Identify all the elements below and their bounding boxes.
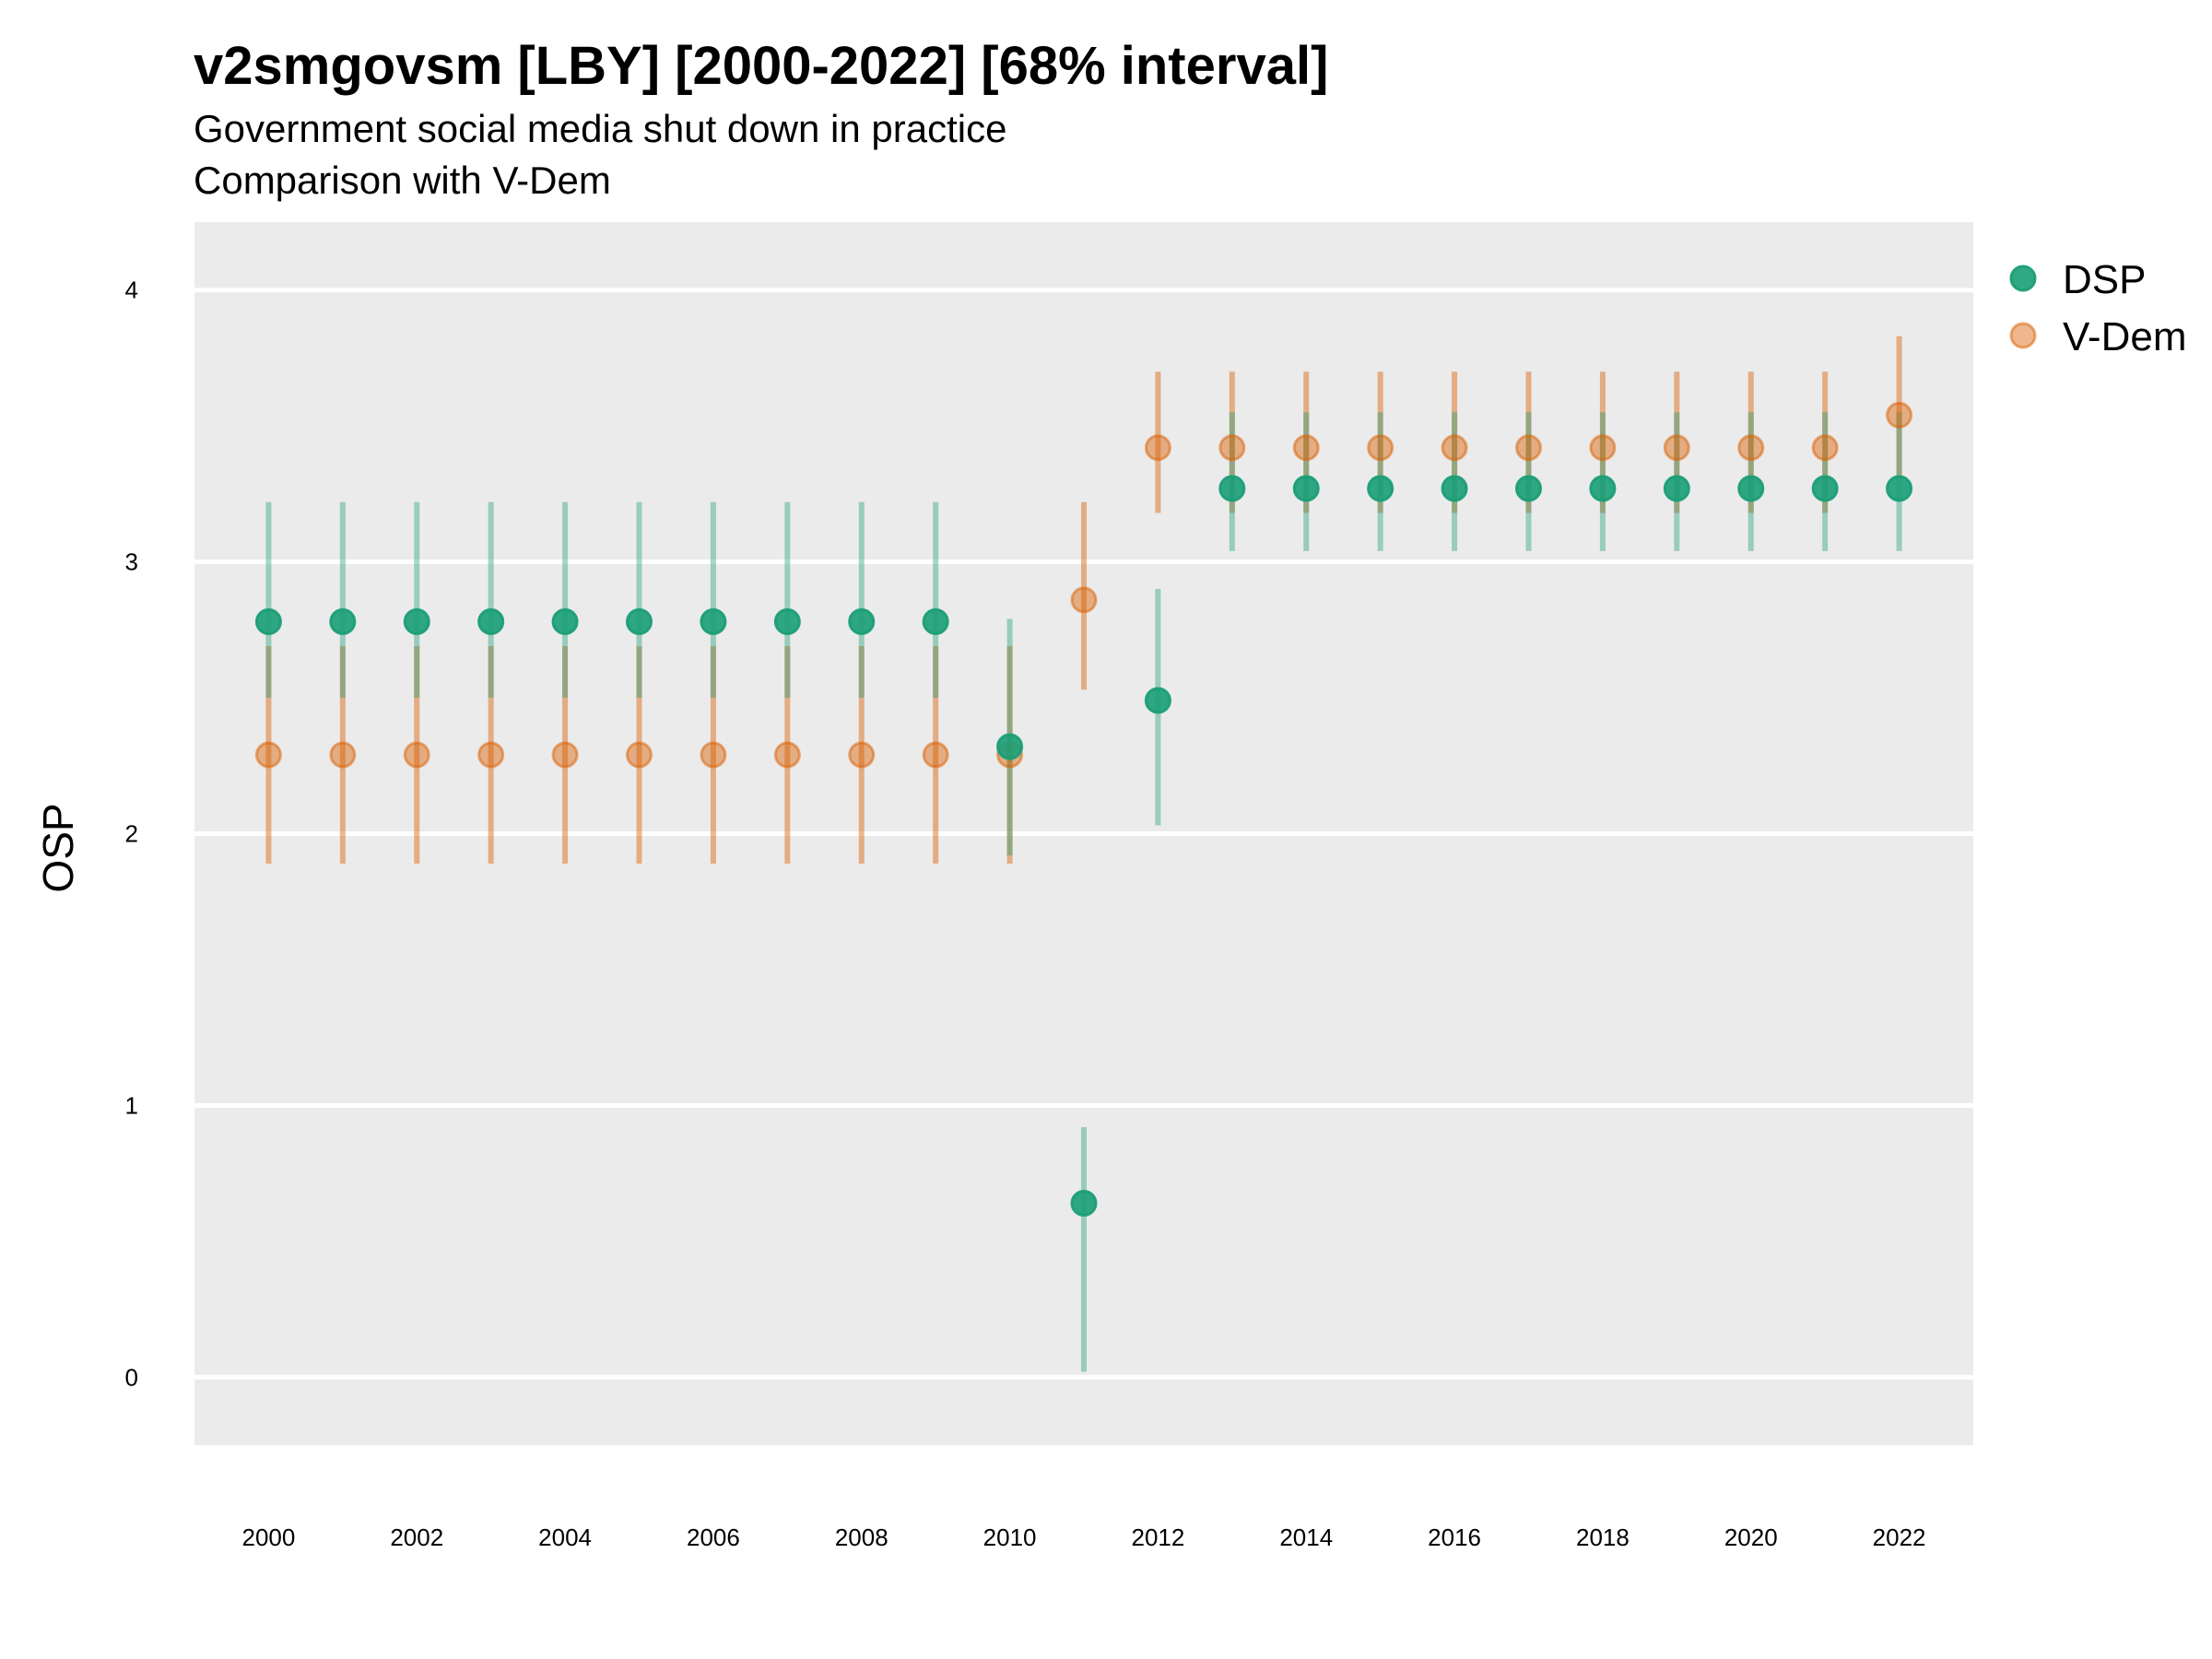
point-dsp	[403, 607, 430, 635]
point-dsp	[1589, 475, 1617, 502]
point-v-dem	[700, 741, 727, 769]
x-tick-label: 2006	[687, 1524, 740, 1551]
point-v-dem	[1515, 434, 1542, 462]
point-dsp	[1070, 1190, 1098, 1218]
x-tick-label: 2004	[538, 1524, 592, 1551]
point-v-dem	[254, 741, 282, 769]
point-v-dem	[1218, 434, 1246, 462]
point-v-dem	[477, 741, 505, 769]
x-tick-label: 2014	[1279, 1524, 1333, 1551]
chart-title: v2smgovsm [LBY] [2000-2022] [68% interva…	[194, 36, 1329, 96]
point-dsp	[254, 607, 282, 635]
point-dsp	[1218, 475, 1246, 502]
x-tick-label: 2008	[835, 1524, 888, 1551]
legend-label-v-dem: V-Dem	[2063, 314, 2186, 359]
point-dsp	[1663, 475, 1690, 502]
point-v-dem	[922, 741, 949, 769]
point-dsp	[477, 607, 505, 635]
point-dsp	[922, 607, 949, 635]
point-v-dem	[773, 741, 801, 769]
y-tick-label: 0	[125, 1363, 138, 1391]
point-v-dem	[1737, 434, 1765, 462]
point-v-dem	[1367, 434, 1394, 462]
point-dsp	[773, 607, 801, 635]
x-tick-label: 2012	[1131, 1524, 1184, 1551]
point-v-dem	[1292, 434, 1320, 462]
y-tick-label: 3	[125, 548, 138, 576]
point-dsp	[1515, 475, 1542, 502]
point-dsp	[1144, 687, 1171, 714]
x-tick-label: 2000	[241, 1524, 295, 1551]
y-tick-label: 2	[125, 820, 138, 848]
point-dsp	[1886, 475, 1913, 502]
point-dsp	[1737, 475, 1765, 502]
y-tick-label: 4	[125, 276, 138, 304]
point-v-dem	[1070, 586, 1098, 614]
x-tick-label: 2018	[1576, 1524, 1630, 1551]
x-tick-label: 2022	[1873, 1524, 1926, 1551]
point-v-dem	[551, 741, 579, 769]
chart-caption: Comparison with V-Dem	[194, 159, 611, 202]
data-points	[254, 401, 1913, 1218]
point-dsp	[996, 733, 1024, 760]
point-v-dem	[329, 741, 357, 769]
legend: DSP V-Dem	[2009, 257, 2186, 359]
point-dsp	[1441, 475, 1468, 502]
x-tick-label: 2020	[1724, 1524, 1778, 1551]
x-tick-label: 2002	[390, 1524, 443, 1551]
gridlines	[194, 288, 1973, 1380]
point-v-dem	[1589, 434, 1617, 462]
point-dsp	[1811, 475, 1839, 502]
x-tick-labels: 2000 2002 2004 2006 2008 2010 2012 2014 2016 2018…	[241, 1524, 1925, 1551]
point-v-dem	[1886, 401, 1913, 429]
legend-label-dsp: DSP	[2063, 257, 2146, 302]
legend-key-dsp	[2009, 265, 2037, 292]
x-tick-label: 2016	[1428, 1524, 1481, 1551]
y-tick-label: 1	[125, 1091, 138, 1119]
point-dsp	[848, 607, 876, 635]
point-dsp	[1292, 475, 1320, 502]
legend-key-v-dem	[2009, 322, 2037, 349]
point-v-dem	[848, 741, 876, 769]
x-tick-label: 2010	[983, 1524, 1037, 1551]
point-dsp	[329, 607, 357, 635]
point-v-dem	[403, 741, 430, 769]
point-v-dem	[1441, 434, 1468, 462]
point-dsp	[1367, 475, 1394, 502]
point-v-dem	[1144, 434, 1171, 462]
point-v-dem	[1663, 434, 1690, 462]
y-tick-labels: 0 1 2 3 4	[125, 276, 138, 1392]
point-v-dem	[1811, 434, 1839, 462]
chart-subtitle: Government social media shut down in pra…	[194, 107, 1007, 150]
point-dsp	[700, 607, 727, 635]
point-v-dem	[626, 741, 653, 769]
point-dsp	[626, 607, 653, 635]
point-dsp	[551, 607, 579, 635]
